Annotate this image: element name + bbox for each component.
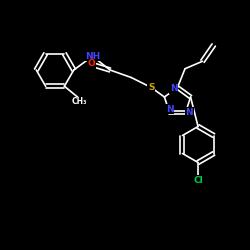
Text: S: S: [148, 83, 154, 92]
Text: O: O: [88, 59, 95, 68]
Text: Cl: Cl: [193, 176, 203, 184]
Text: N: N: [170, 84, 177, 93]
Text: NH: NH: [85, 52, 100, 61]
Text: CH₃: CH₃: [72, 98, 87, 106]
Text: N: N: [186, 108, 193, 117]
Text: N: N: [166, 105, 174, 114]
